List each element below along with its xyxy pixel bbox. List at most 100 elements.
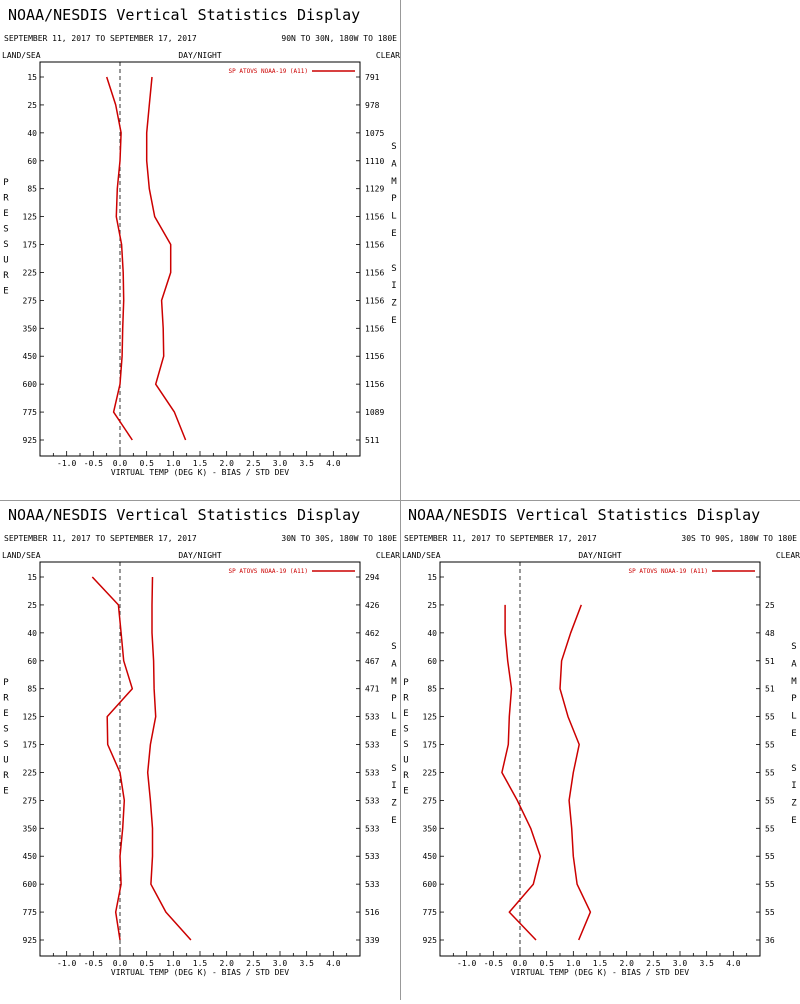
bias-series-line	[91, 576, 134, 941]
x-tick-label: 0.5	[539, 959, 554, 968]
sample-size-label: 462	[365, 629, 380, 638]
pressure-level-label: 600	[23, 880, 38, 889]
pressure-level-label: 85	[427, 685, 437, 694]
sample-size-label: 1129	[365, 185, 384, 194]
x-tick-label: 1.5	[193, 459, 208, 468]
sample-size-label: 1110	[365, 157, 384, 166]
pressure-level-label: 40	[27, 129, 37, 138]
sample-size-label: 1156	[365, 213, 384, 222]
sample-size-label: 1156	[365, 296, 384, 305]
pressure-level-label: 225	[23, 768, 38, 777]
sample-size-label: 533	[365, 741, 380, 750]
bias-series-line	[501, 604, 542, 941]
sample-size-label: 55	[765, 741, 775, 750]
x-tick-label: 1.0	[166, 959, 181, 968]
clear-label: CLEAR	[376, 51, 400, 60]
clear-label: CLEAR	[376, 551, 400, 560]
sample-size-label: 467	[365, 657, 380, 666]
pressure-level-label: 85	[27, 185, 37, 194]
pressure-level-label: 925	[23, 436, 38, 445]
pressure-level-label: 225	[423, 768, 438, 777]
pressure-level-label: 450	[23, 852, 38, 861]
sample-size-label: 55	[765, 908, 775, 917]
sample-size-label: 1156	[365, 268, 384, 277]
pressure-level-label: 125	[423, 713, 438, 722]
sample-size-label: 533	[365, 768, 380, 777]
sample-size-label: 1089	[365, 408, 384, 417]
x-tick-label: 3.5	[299, 959, 314, 968]
x-tick-label: 2.0	[219, 959, 234, 968]
sample-size-label: 471	[365, 685, 380, 694]
pressure-level-label: 15	[427, 573, 437, 582]
std-dev-series-line	[146, 576, 192, 941]
chart-panel: NOAA/NESDIS Vertical Statistics Display S…	[402, 506, 800, 977]
plot-area	[439, 561, 761, 957]
chart-title: NOAA/NESDIS Vertical Statistics Display	[8, 506, 360, 524]
x-tick-label: 2.5	[646, 959, 661, 968]
x-tick-label: 0.0	[113, 959, 128, 968]
pressure-level-label: 60	[27, 157, 37, 166]
sample-size-label: 51	[765, 685, 775, 694]
sample-size-label: 1156	[365, 324, 384, 333]
sample-size-label: 36	[765, 936, 775, 945]
sample-size-label: 533	[365, 880, 380, 889]
pressure-level-label: 15	[27, 573, 37, 582]
pressure-level-label: 775	[23, 408, 38, 417]
x-tick-label: 2.0	[619, 959, 634, 968]
pressure-level-label: 175	[23, 241, 38, 250]
sample-size-label: 533	[365, 796, 380, 805]
day-night-label: DAY/NIGHT	[178, 51, 222, 60]
std-dev-series-line	[145, 76, 187, 441]
pressure-level-label: 125	[23, 713, 38, 722]
pressure-level-label: 60	[27, 657, 37, 666]
x-tick-label: 1.5	[593, 959, 608, 968]
x-tick-label: 2.5	[246, 459, 261, 468]
day-night-label: DAY/NIGHT	[178, 551, 222, 560]
chart-title: NOAA/NESDIS Vertical Statistics Display	[8, 6, 360, 24]
sample-size-label: 1075	[365, 129, 384, 138]
sample-size-label: 55	[765, 796, 775, 805]
sample-size-label: 978	[365, 101, 380, 110]
x-tick-label: 0.5	[139, 459, 154, 468]
sample-size-label: 294	[365, 573, 380, 582]
x-tick-label: 4.0	[326, 459, 341, 468]
plot-area	[39, 61, 361, 457]
x-tick-label: 3.0	[673, 959, 688, 968]
x-tick-label: -1.0	[57, 459, 76, 468]
x-tick-label: 3.5	[299, 459, 314, 468]
x-axis-label: VIRTUAL TEMP (DEG K) - BIAS / STD DEV	[111, 968, 289, 977]
chart-panel: NOAA/NESDIS Vertical Statistics Display S…	[2, 506, 400, 977]
chart-panel: NOAA/NESDIS Vertical Statistics Display S…	[2, 6, 400, 477]
pressure-level-label: 350	[23, 824, 38, 833]
sample-size-label: 791	[365, 73, 380, 82]
clear-label: CLEAR	[776, 551, 800, 560]
land-sea-label: LAND/SEA	[2, 51, 41, 60]
x-tick-label: 4.0	[726, 959, 741, 968]
x-tick-label: 1.0	[566, 959, 581, 968]
pressure-level-label: 275	[23, 296, 38, 305]
sample-size-label: 55	[765, 768, 775, 777]
pressure-level-label: 450	[23, 352, 38, 361]
x-tick-label: 4.0	[326, 959, 341, 968]
x-tick-label: 3.5	[699, 959, 714, 968]
sample-size-label: 25	[765, 601, 775, 610]
pressure-level-label: 85	[27, 685, 37, 694]
day-night-label: DAY/NIGHT	[578, 551, 622, 560]
x-tick-label: -1.0	[457, 959, 476, 968]
chart-title: NOAA/NESDIS Vertical Statistics Display	[408, 506, 760, 524]
x-tick-label: 1.0	[166, 459, 181, 468]
sample-size-label: 48	[765, 629, 775, 638]
x-tick-label: -1.0	[57, 959, 76, 968]
legend-label: SP ATOVS NOAA-19 (A11)	[229, 68, 308, 75]
pressure-level-label: 175	[23, 741, 38, 750]
pressure-level-label: 175	[423, 741, 438, 750]
date-range: SEPTEMBER 11, 2017 TO SEPTEMBER 17, 2017	[4, 34, 197, 43]
pressure-level-label: 600	[23, 380, 38, 389]
sample-size-label: 1156	[365, 352, 384, 361]
x-tick-label: 3.0	[273, 459, 288, 468]
sample-size-label: 1156	[365, 241, 384, 250]
